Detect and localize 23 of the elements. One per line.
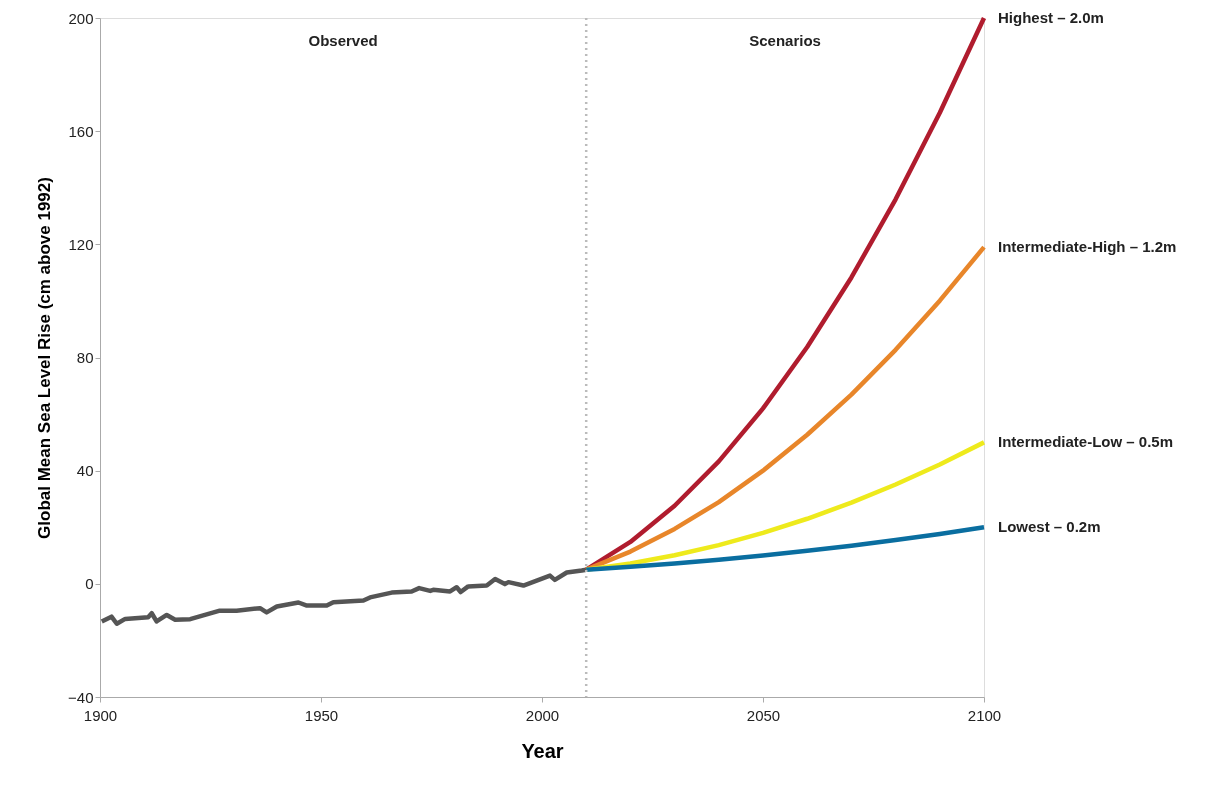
x-tick-label: 1900 (83, 706, 118, 724)
y-tick-label: −40 (68, 688, 94, 706)
y-tick-label: 120 (68, 235, 94, 253)
annotation: Scenarios (749, 32, 821, 49)
y-tick-label: 40 (76, 462, 94, 480)
line-series (583, 525, 987, 572)
series-label: Intermediate-Low – 0.5m (998, 433, 1174, 451)
x-tick-label: 2050 (746, 706, 781, 724)
series-label: Highest – 2.0m (998, 9, 1104, 26)
x-tick-label: 1950 (304, 706, 339, 724)
y-axis-title: Global Mean Sea Level Rise (cm above 1992) (35, 177, 55, 539)
y-tick-label: 200 (68, 9, 94, 27)
line-series (99, 567, 589, 626)
x-axis-title: Year (521, 739, 564, 762)
x-tick-label: 2100 (967, 706, 1002, 724)
series-label: Intermediate-High – 1.2m (998, 238, 1177, 256)
annotation: Observed (308, 32, 378, 49)
y-tick-label: 80 (76, 349, 94, 366)
x-tick-label: 2000 (525, 706, 560, 724)
line-series (583, 15, 987, 572)
y-tick-label: 160 (68, 122, 94, 140)
series-label: Lowest – 0.2m (998, 518, 1101, 536)
y-tick-label: 0 (85, 575, 94, 593)
